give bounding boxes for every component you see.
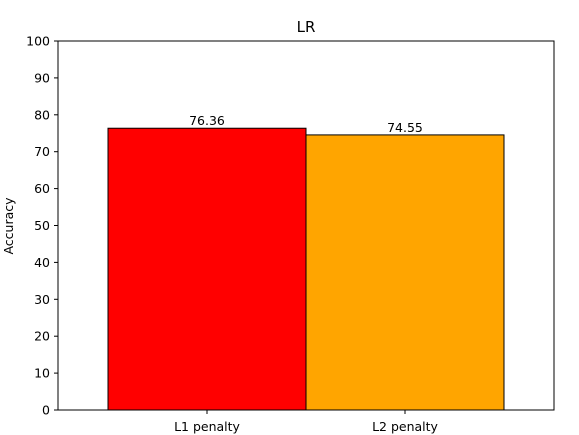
x-tick-label: L2 penalty bbox=[372, 419, 438, 434]
x-axis-ticks: L1 penalty L2 penalty bbox=[174, 410, 439, 434]
bars bbox=[107, 127, 505, 411]
y-axis-ticks: 0 10 20 30 40 50 60 70 80 90 100 bbox=[26, 34, 58, 418]
y-tick-label: 0 bbox=[42, 403, 50, 418]
y-tick-label: 10 bbox=[34, 366, 50, 381]
y-tick-label: 80 bbox=[34, 107, 50, 122]
y-tick-label: 20 bbox=[34, 329, 50, 344]
y-tick-label: 100 bbox=[26, 34, 50, 49]
y-tick-label: 90 bbox=[34, 70, 50, 85]
bar-value-labels: 76.36 74.55 bbox=[189, 113, 423, 135]
chart-title: LR bbox=[297, 18, 316, 36]
bar-2 bbox=[305, 134, 505, 411]
y-tick-label: 40 bbox=[34, 255, 50, 270]
y-axis-label: Accuracy bbox=[1, 197, 16, 255]
bar-1 bbox=[107, 127, 307, 411]
y-tick-label: 50 bbox=[34, 218, 50, 233]
y-tick-label: 60 bbox=[34, 181, 50, 196]
y-tick-label: 30 bbox=[34, 292, 50, 307]
y-tick-label: 70 bbox=[34, 144, 50, 159]
bar-value-label: 76.36 bbox=[189, 113, 225, 128]
plot-area-frame bbox=[57, 40, 555, 411]
x-tick-label: L1 penalty bbox=[174, 419, 240, 434]
bar-value-label: 74.55 bbox=[387, 120, 423, 135]
